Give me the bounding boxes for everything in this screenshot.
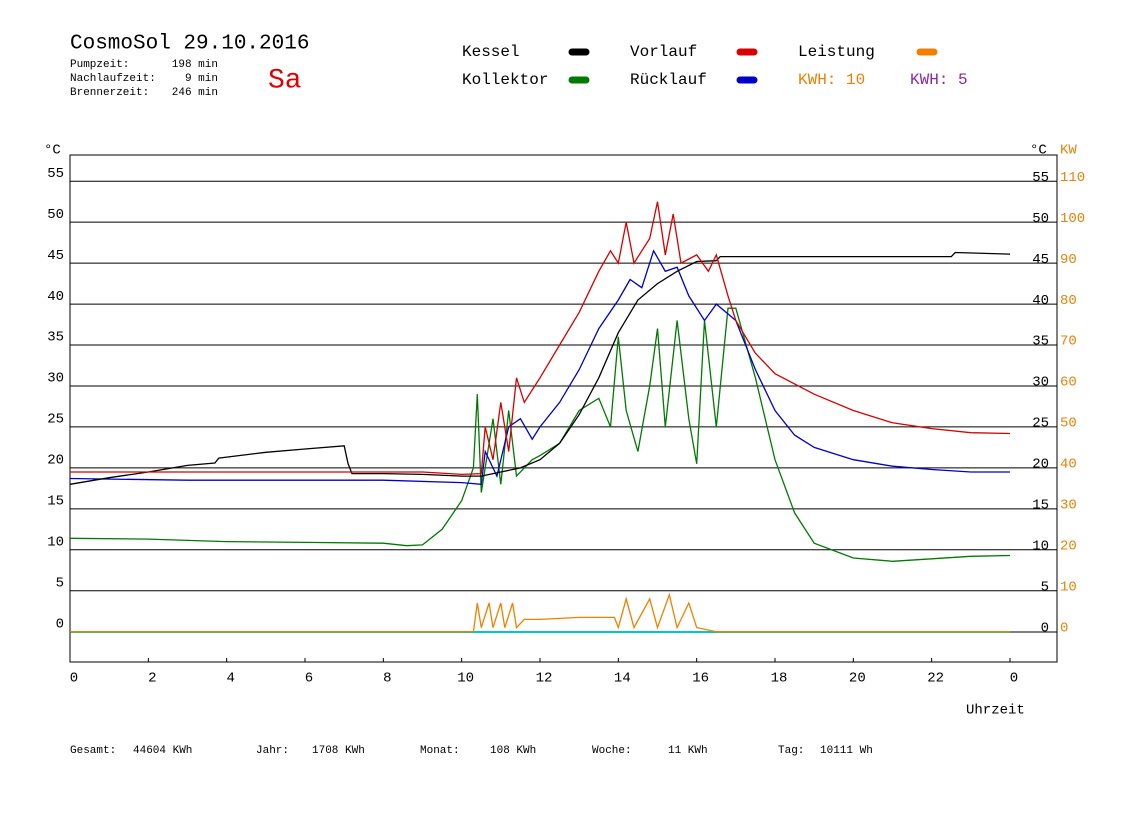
x-tick-label: 6 xyxy=(305,671,313,687)
y-tick-label: 10 xyxy=(47,534,64,550)
y-right-tick-label: 50 xyxy=(1032,211,1049,227)
x-tick-label: 10 xyxy=(457,671,474,687)
day: Sa xyxy=(268,65,302,96)
x-tick-label: 0 xyxy=(1010,671,1018,687)
y2-tick-label: 60 xyxy=(1060,375,1077,391)
footer-value: 1708 KWh xyxy=(312,745,365,757)
footer-label: Jahr: xyxy=(256,745,289,757)
y2-tick-label: 110 xyxy=(1060,170,1085,186)
y-right-tick-label: 0 xyxy=(1041,620,1049,636)
y-right-tick-label: 40 xyxy=(1032,293,1049,309)
series-line xyxy=(69,251,1011,485)
legend-label: Kollektor xyxy=(462,71,548,89)
legend-label: Leistung xyxy=(798,43,875,61)
y2-tick-label: 40 xyxy=(1060,457,1077,473)
y-right-tick-label: 55 xyxy=(1032,170,1049,186)
x-axis-label: Uhrzeit xyxy=(966,703,1025,719)
footer-value: 10111 Wh xyxy=(820,745,873,757)
x-tick-label: 2 xyxy=(148,671,156,687)
footer-value: 11 KWh xyxy=(668,745,708,757)
y2-tick-label: 20 xyxy=(1060,538,1077,554)
x-tick-label: 0 xyxy=(70,671,78,687)
footer-label: Woche: xyxy=(592,745,632,757)
y-right-tick-label: 10 xyxy=(1032,538,1049,554)
y-tick-label: 55 xyxy=(47,166,64,182)
y-tick-label: 35 xyxy=(47,330,64,346)
y-right-tick-label: 45 xyxy=(1032,252,1049,268)
y-right-tick-label: 30 xyxy=(1032,375,1049,391)
x-tick-label: 16 xyxy=(692,671,709,687)
y-tick-label: 20 xyxy=(47,453,64,469)
y-right-tick-label: 15 xyxy=(1032,498,1049,514)
y-tick-label: 40 xyxy=(47,289,64,305)
series-line xyxy=(69,249,1010,486)
y-tick-label: 50 xyxy=(47,207,64,223)
y-right-tick-label: 5 xyxy=(1041,579,1049,595)
x-tick-label: 8 xyxy=(383,671,391,687)
info-label: Pumpzeit: xyxy=(70,59,129,71)
y2-tick-label: 80 xyxy=(1060,293,1077,309)
y-right-tick-label: 25 xyxy=(1032,416,1049,432)
y-tick-label: 0 xyxy=(56,616,64,632)
y2-tick-label: 30 xyxy=(1060,498,1077,514)
info-value: 9 min xyxy=(185,73,218,85)
y2-tick-label: 100 xyxy=(1060,211,1085,227)
plot-frame xyxy=(69,154,1058,663)
y2-axis-label: °C xyxy=(1030,143,1047,159)
legend-extra: KWH: 10 xyxy=(798,71,865,89)
series-line xyxy=(69,307,1011,562)
y-tick-label: 25 xyxy=(47,412,64,428)
y-axis-label: °C xyxy=(44,143,61,159)
info-label: Brennerzeit: xyxy=(70,87,149,99)
info-label: Nachlaufzeit: xyxy=(70,73,156,85)
y2-tick-label: 50 xyxy=(1060,416,1077,432)
x-tick-label: 20 xyxy=(849,671,866,687)
footer-label: Gesamt: xyxy=(70,745,116,757)
y-tick-label: 5 xyxy=(56,575,64,591)
footer-label: Monat: xyxy=(420,745,460,757)
info-value: 198 min xyxy=(172,59,218,71)
y2-tick-label: 90 xyxy=(1060,252,1077,268)
y-tick-label: 15 xyxy=(47,494,64,510)
legend-label: Rücklauf xyxy=(630,71,707,89)
x-tick-label: 4 xyxy=(226,671,234,687)
y2-unit: KW xyxy=(1060,143,1077,159)
info-value: 246 min xyxy=(172,87,218,99)
y2-tick-label: 70 xyxy=(1060,334,1077,350)
x-tick-label: 18 xyxy=(771,671,788,687)
y-tick-label: 30 xyxy=(47,371,64,387)
y-right-tick-label: 20 xyxy=(1032,457,1049,473)
footer-value: 108 KWh xyxy=(490,745,536,757)
x-tick-label: 12 xyxy=(536,671,553,687)
footer-value: 44604 KWh xyxy=(133,745,192,757)
legend-label: Vorlauf xyxy=(630,43,697,61)
chart-title: CosmoSol 29.10.2016 xyxy=(70,33,309,56)
y-tick-label: 45 xyxy=(47,248,64,264)
x-tick-label: 22 xyxy=(927,671,944,687)
legend-extra: KWH: 5 xyxy=(910,71,968,89)
y-right-tick-label: 35 xyxy=(1032,334,1049,350)
y2-tick-label: 10 xyxy=(1060,579,1077,595)
x-tick-label: 14 xyxy=(614,671,631,687)
legend-label: Kessel xyxy=(462,43,520,61)
footer-label: Tag: xyxy=(778,745,804,757)
series-line xyxy=(70,201,1011,476)
series-line xyxy=(70,592,1010,633)
y2-tick-label: 0 xyxy=(1060,620,1068,636)
